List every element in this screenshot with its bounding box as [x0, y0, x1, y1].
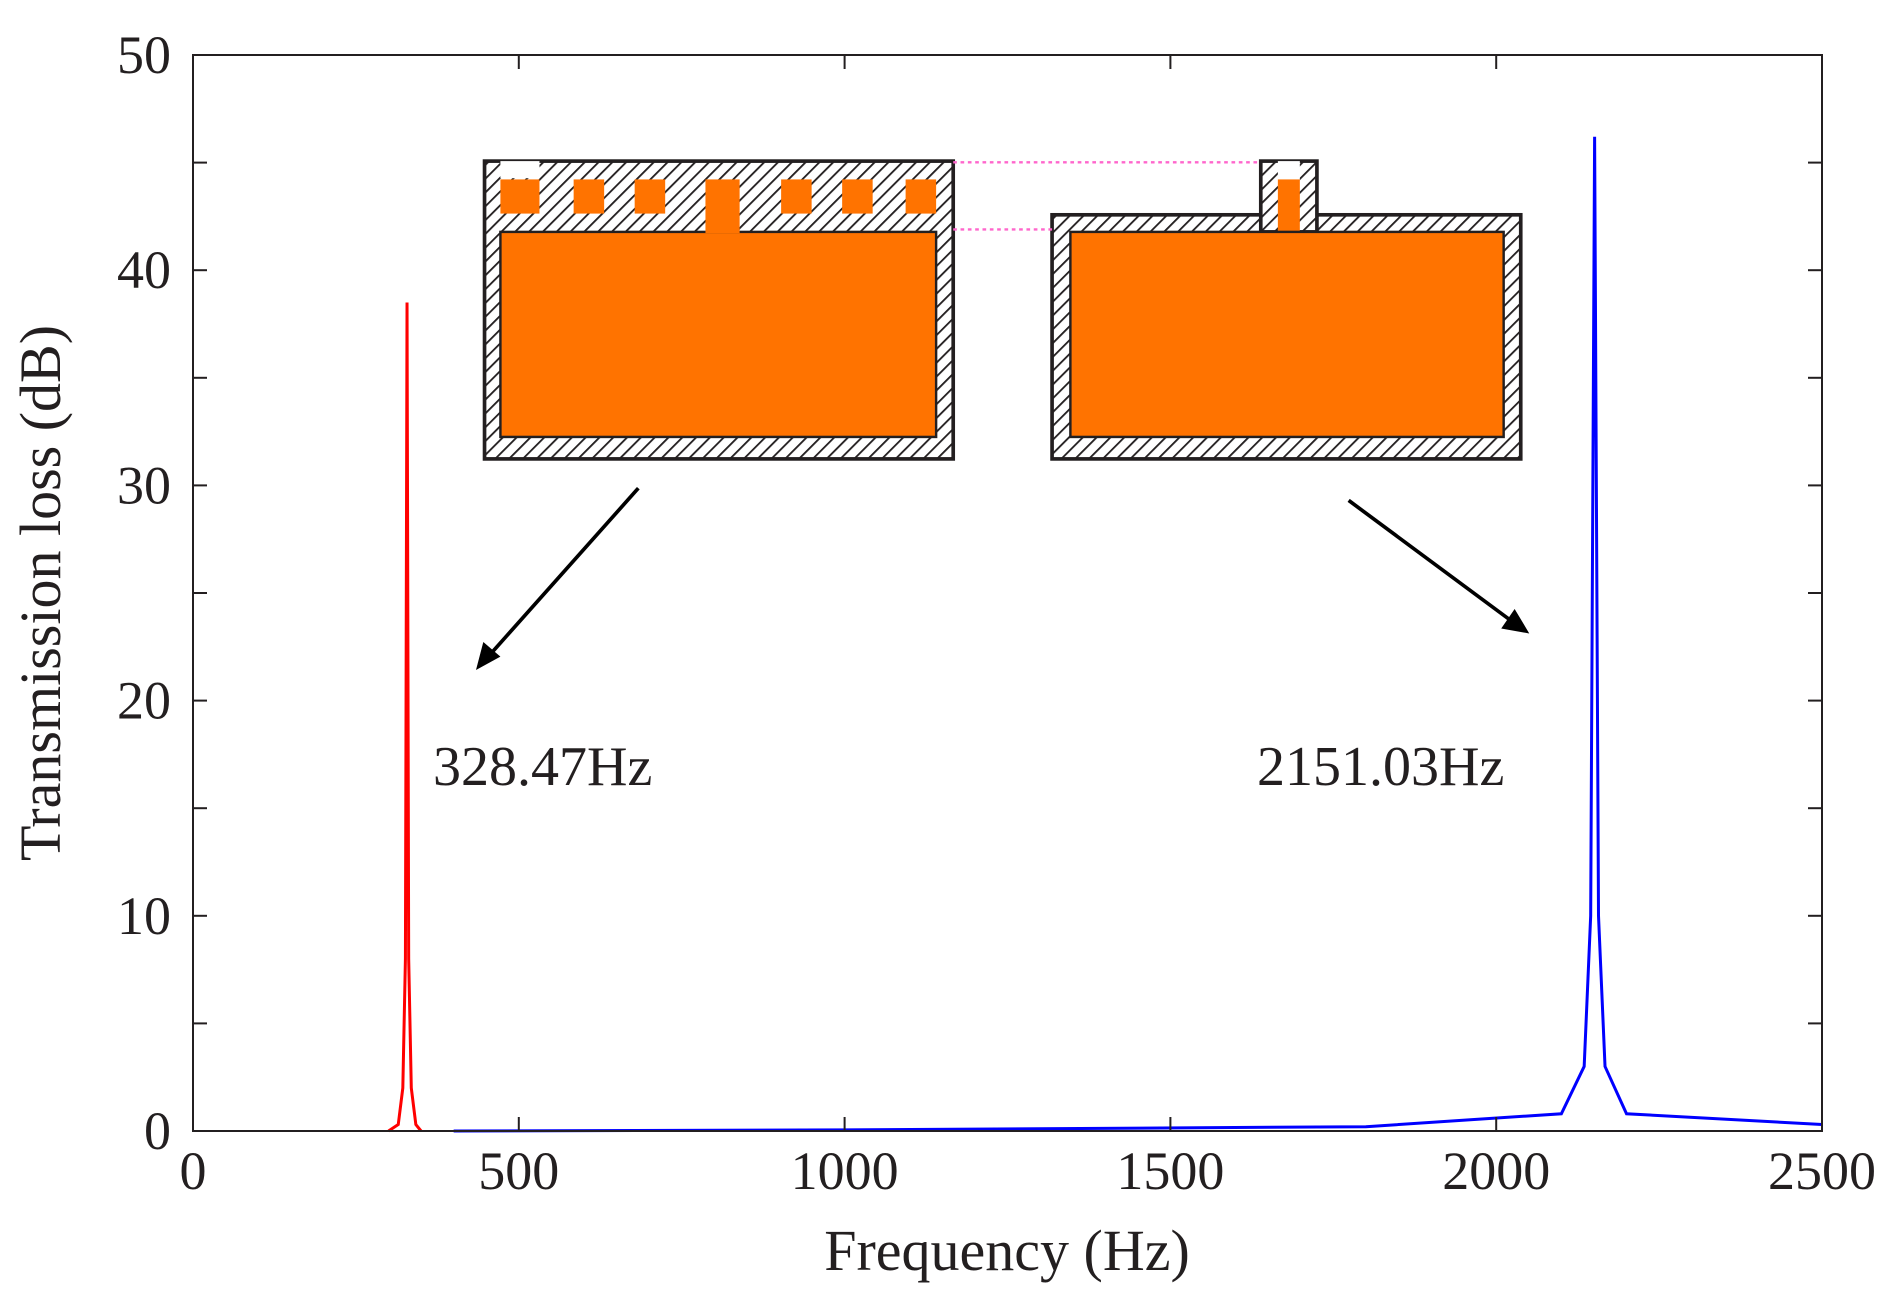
x-tick-label: 1500 — [1116, 1141, 1224, 1201]
y-tick-label: 20 — [117, 671, 171, 731]
x-axis-title: Frequency (Hz) — [824, 1218, 1190, 1283]
y-tick-label: 50 — [117, 25, 171, 85]
annotation: 2151.03Hz — [1257, 736, 1504, 798]
x-tick-label: 500 — [478, 1141, 559, 1201]
left-resonator — [482, 159, 956, 461]
annotation: 328.47Hz — [433, 736, 652, 798]
arrowhead — [475, 641, 501, 671]
line-series — [453, 136, 1823, 1133]
line-series — [387, 302, 423, 1133]
arrow — [1347, 498, 1515, 624]
y-tick-label: 0 — [144, 1101, 171, 1161]
y-tick-label: 10 — [117, 886, 171, 946]
x-tick-label: 1000 — [791, 1141, 899, 1201]
right-resonator — [1050, 159, 1523, 461]
y-tick-label: 30 — [117, 455, 171, 515]
x-tick-label: 2000 — [1442, 1141, 1550, 1201]
x-tick-label: 2500 — [1768, 1141, 1876, 1201]
arrow — [486, 486, 640, 658]
arrowhead — [1501, 609, 1530, 634]
y-axis-title: Transmission loss (dB) — [8, 325, 73, 861]
plot-frame — [192, 54, 1823, 1132]
y-tick-label: 40 — [117, 240, 171, 300]
inset-diagrams — [475, 159, 1530, 671]
x-tick-label: 0 — [180, 1141, 207, 1201]
